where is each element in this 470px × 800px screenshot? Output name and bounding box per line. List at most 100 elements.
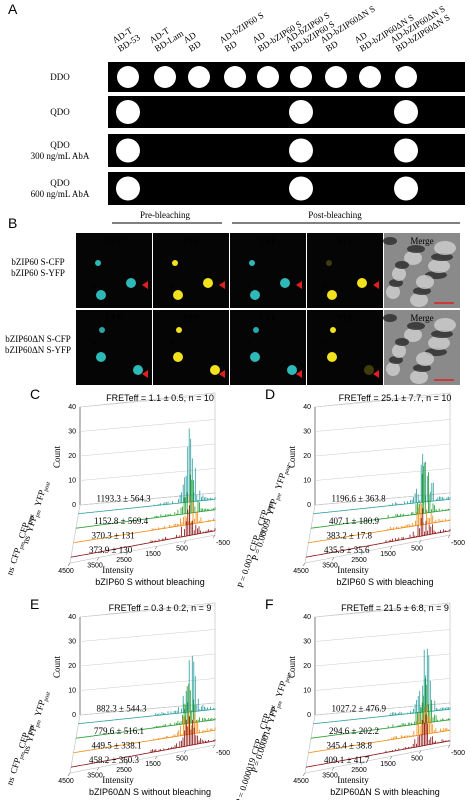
z-tick-label: 20 [68,663,76,670]
panel-label: A [8,1,18,17]
grid-line [79,394,216,408]
x-tick [96,767,100,771]
x-tick [67,562,71,567]
asterisk: * [92,283,97,293]
yeast-spot [359,66,381,88]
cell-texture [410,370,428,384]
row-label: bZIP60ΔN S-CFP [5,334,71,344]
asterisk: * [323,283,328,293]
micrograph [307,233,383,308]
fluorescent-cell [364,365,374,375]
axis-label: Count [52,446,62,469]
statistic-label: nsYFPpreYFPpost [20,689,52,756]
trace-label: 1152.8 ± 569.4 [94,516,149,526]
x-tick [212,744,216,749]
z-tick-label: 10 [68,478,76,485]
z-tick-label: 0 [307,712,311,719]
ratio-subscript: pre [35,509,43,518]
x-tick-label: 500 [411,756,423,763]
trace-label: 435.5 ± 35.6 [324,545,370,555]
statistic-label: nsYFPpreYFPpost [20,479,52,546]
ratio-channel: YFP [24,515,39,534]
trace-label: 407.1 ± 180.9 [329,516,379,526]
x-tick [302,772,306,777]
asterisk: * [246,340,251,350]
phase-label: Post-bleaching [308,210,362,220]
trace-label: 345.4 ± 38.8 [327,741,373,751]
panel-label: F [265,596,274,612]
x-tick-label: 1500 [145,761,161,768]
phase-label: Pre-bleaching [140,210,190,220]
caption: bZIP60ΔN S with bleaching [330,787,440,797]
x-tick-label: 500 [411,546,423,553]
yeast-spot [117,66,139,88]
trace-label: 1196.6 ± 363.8 [332,494,387,504]
intensity-histogram [313,648,451,725]
ratio-subscript: post [43,481,52,493]
grid-line [314,629,451,642]
caption: bZIP60 S with bleaching [336,577,433,587]
z-tick-label: 0 [72,502,76,509]
fluorescent-cell [96,290,106,300]
x-tick-label: -500 [451,750,465,757]
asterisk: * [323,340,328,350]
grid-line [79,419,216,432]
fluorescent-cell [203,278,213,288]
x-tick-label: 4500 [293,778,309,785]
x-tick-label: 4500 [58,568,74,575]
x-tick [447,534,451,539]
x-tick-label: 1500 [380,761,396,768]
cell-texture [434,241,456,255]
fluorescent-cell [253,327,259,333]
caption: bZIP60ΔN S without bleaching [89,787,211,797]
trace-label: 779.6 ± 516.1 [94,726,144,736]
intensity-histogram [73,710,216,754]
fluorescent-cell [287,365,297,375]
grid-line [314,394,451,408]
x-tick-label: 3500 [322,772,338,779]
cell-texture [428,259,450,273]
bleach-arrow [219,370,225,378]
intensity-histogram [305,508,451,558]
fret-efficiency: FRETeff = 1.1 ± 0.5, n = 10 [106,393,214,403]
ratio-subscript: pre [276,700,284,709]
panel-label: D [265,386,275,402]
yeast-spot [257,66,279,88]
cell-texture [431,330,453,338]
ratio-channel: YFP [274,680,289,699]
ratio-subscript: pre [19,751,27,760]
asterisk: * [246,283,251,293]
x-tick-label: -500 [216,540,230,547]
micrograph [307,310,383,385]
intensity-histogram [78,428,216,515]
x-tick-label: 4500 [293,568,309,575]
statistic-label: nsCFPpreCFPpost [4,721,36,787]
cell-texture [395,261,409,269]
ratio-subscript: pre [260,732,268,741]
axis-label: Intensity [337,775,369,785]
yeast-spot [394,100,418,124]
bleach-arrow [296,370,302,378]
x-tick-label: -500 [216,750,230,757]
ratio-channel: YFP [264,498,279,517]
x-tick-label: 2500 [351,557,367,564]
yeast-spot [116,100,140,124]
x-tick-label: 3500 [322,562,338,569]
caption: bZIP60 S without bleaching [95,577,205,587]
cell-texture [434,318,456,332]
panel-label: E [30,596,39,612]
trace-label: 373.9 ± 130 [89,545,133,555]
fluorescent-cell [99,327,105,333]
fluorescent-cell [96,352,106,362]
row-label: QDO [50,107,70,117]
z-tick-label: 20 [303,453,311,460]
intensity-histogram [73,495,216,544]
fluorescent-cell [327,290,337,300]
intensity-histogram [305,714,451,768]
asterisk: * [169,283,174,293]
yeast-spot [290,66,312,88]
z-tick-label: 10 [303,688,311,695]
ratio-channel: YFP [265,706,280,725]
ratio-channel: CFP [255,509,269,527]
